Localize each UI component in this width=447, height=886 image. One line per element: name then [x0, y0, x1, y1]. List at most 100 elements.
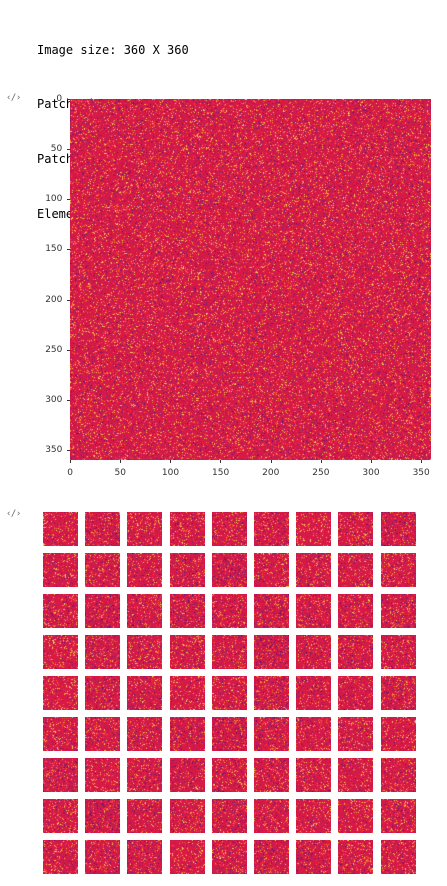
image-patch	[254, 635, 289, 669]
image-patch	[211, 635, 247, 669]
image-patch	[169, 553, 205, 587]
y-axis-tick-label: 50	[50, 144, 63, 155]
image-patch	[43, 676, 78, 710]
image-patch	[127, 553, 163, 587]
x-axis-tick-label: 250	[312, 468, 330, 478]
image-patch	[338, 799, 374, 833]
image-patch	[85, 799, 121, 833]
image-patch	[296, 512, 332, 546]
image-patch	[169, 799, 205, 833]
y-axis-tick-label: 150	[45, 244, 63, 255]
image-patch	[43, 635, 78, 669]
x-axis-tick-label: 350	[412, 468, 430, 478]
image-patch	[296, 840, 332, 874]
image-patch	[254, 717, 289, 751]
image-patch	[380, 553, 416, 587]
image-patch	[380, 594, 416, 628]
image-patch	[43, 553, 78, 587]
image-patch	[211, 676, 247, 710]
image-patch	[380, 799, 416, 833]
image-patch	[338, 758, 374, 792]
output-line-image-size: Image size: 360 X 360	[37, 42, 189, 57]
image-patch	[43, 840, 78, 874]
image-patch	[85, 840, 121, 874]
image-patch	[85, 512, 121, 546]
code-toggle-icon[interactable]: ‹/›	[6, 93, 21, 103]
image-patch	[43, 799, 78, 833]
image-patch	[43, 512, 78, 546]
x-axis-tick	[320, 460, 322, 463]
image-patch	[85, 635, 121, 669]
y-axis-tick-label: 100	[45, 194, 63, 205]
y-axis-tick	[67, 449, 70, 451]
image-patch	[380, 840, 416, 874]
image-patch	[296, 799, 332, 833]
image-patch	[338, 676, 374, 710]
image-patch	[211, 799, 247, 833]
x-axis-tick-label: 0	[67, 468, 73, 478]
x-axis-tick-label: 150	[212, 468, 230, 478]
x-axis-tick-label: 200	[262, 468, 280, 478]
image-patch	[338, 840, 374, 874]
image-patch	[43, 717, 78, 751]
y-axis-tick	[67, 249, 70, 251]
x-axis-tick	[420, 460, 422, 463]
y-axis-tick	[67, 299, 70, 301]
heatmap-image	[70, 99, 431, 460]
x-axis-tick	[170, 460, 172, 463]
y-axis-tick-label: 250	[45, 344, 63, 355]
image-patch	[85, 717, 121, 751]
image-patch	[85, 594, 121, 628]
image-patch	[254, 676, 289, 710]
y-axis-tick-label: 350	[45, 444, 63, 455]
image-patch	[169, 512, 205, 546]
y-axis-tick-label: 300	[45, 394, 63, 405]
image-patch	[296, 676, 332, 710]
y-axis-tick	[67, 149, 70, 151]
image-patch	[211, 840, 247, 874]
x-axis-tick-label: 300	[362, 468, 380, 478]
image-patch	[296, 635, 332, 669]
image-patch	[85, 553, 121, 587]
image-patch	[169, 635, 205, 669]
y-axis-tick	[67, 399, 70, 401]
image-patch	[127, 758, 163, 792]
image-patch	[296, 594, 332, 628]
y-axis-tick	[67, 349, 70, 351]
image-patch	[127, 635, 163, 669]
image-patch	[43, 758, 78, 792]
image-patch	[254, 594, 289, 628]
image-patch	[169, 717, 205, 751]
x-axis-tick-label: 50	[114, 468, 126, 478]
image-patch	[211, 553, 247, 587]
y-axis-tick-label: 0	[56, 94, 63, 104]
image-patch	[296, 553, 332, 587]
image-patch	[127, 799, 163, 833]
image-patch	[296, 758, 332, 792]
image-patch	[254, 799, 289, 833]
x-axis-tick	[370, 460, 372, 463]
image-patch	[254, 840, 289, 874]
x-axis-tick-label: 100	[161, 468, 180, 478]
image-patch	[380, 676, 416, 710]
x-axis-tick	[70, 460, 71, 463]
image-patch	[169, 840, 205, 874]
y-axis-tick-label: 200	[45, 294, 63, 305]
image-patch	[85, 676, 121, 710]
image-patch	[254, 553, 289, 587]
image-patch	[211, 717, 247, 751]
image-patch	[127, 594, 163, 628]
image-patch	[296, 717, 332, 751]
image-patch	[380, 758, 416, 792]
image-patch	[338, 512, 374, 546]
image-patch	[211, 758, 247, 792]
x-axis-tick	[220, 460, 222, 463]
x-axis-tick	[270, 460, 272, 463]
image-patch	[169, 676, 205, 710]
image-patch	[380, 717, 416, 751]
image-patch	[254, 512, 289, 546]
image-patch	[127, 840, 163, 874]
image-patch	[211, 594, 247, 628]
code-toggle-icon[interactable]: ‹/›	[6, 509, 21, 519]
